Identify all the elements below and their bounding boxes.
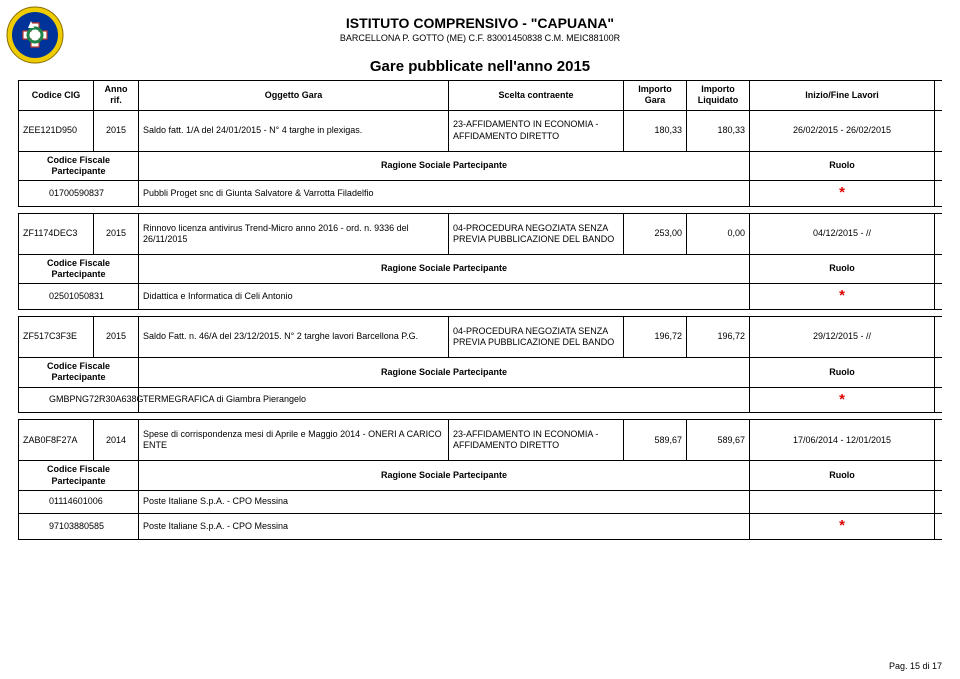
col-liquidato: Importo Liquidato [687, 81, 750, 110]
col-cf: Codice Fiscale Partecipante [19, 255, 139, 284]
cell-cig: ZF1174DEC3 [19, 214, 94, 254]
page-title: Gare pubblicate nell'anno 2015 [0, 58, 960, 75]
institution-title: ISTITUTO COMPRENSIVO - "CAPUANA" [0, 15, 960, 31]
col-ruolo: Ruolo [750, 152, 935, 181]
tender-row: ZF1174DEC32015Rinnovo licenza antivirus … [18, 213, 942, 254]
participant-row: 01114601006Poste Italiane S.p.A. - CPO M… [18, 490, 942, 513]
col-cig: Codice CIG [19, 81, 94, 110]
participant-header-row: Codice Fiscale PartecipanteRagione Socia… [18, 357, 942, 387]
tender-header-row: Codice CIGAnno rif.Oggetto GaraScelta co… [18, 80, 942, 110]
col-oggetto: Oggetto Gara [139, 81, 449, 110]
institution-subtitle: BARCELLONA P. GOTTO (ME) C.F. 8300145083… [0, 33, 960, 43]
cell-ragione: Didattica e Informatica di Celi Antonio [139, 284, 750, 309]
winner-star-icon: * [839, 184, 845, 203]
winner-star-icon: * [839, 287, 845, 306]
winner-star-icon: * [839, 517, 845, 536]
cell-cf: 97103880585 [19, 514, 139, 539]
cell-anno: 2015 [94, 214, 139, 254]
col-ragione: Ragione Sociale Partecipante [139, 152, 750, 181]
cell-importo: 180,33 [624, 111, 687, 151]
cell-oggetto: Saldo fatt. 1/A del 24/01/2015 - N° 4 ta… [139, 111, 449, 151]
cell-anno: 2014 [94, 420, 139, 460]
cell-liquidato: 0,00 [687, 214, 750, 254]
participant-row: 02501050831Didattica e Informatica di Ce… [18, 283, 942, 310]
cell-ragione: Poste Italiane S.p.A. - CPO Messina [139, 514, 750, 539]
cell-oggetto: Saldo Fatt. n. 46/A del 23/12/2015. N° 2… [139, 317, 449, 357]
participant-row: GMBPNG72R30A638GTERMEGRAFICA di Giambra … [18, 387, 942, 414]
cell-ruolo: * [750, 181, 935, 206]
col-ragione: Ragione Sociale Partecipante [139, 461, 750, 490]
col-ruolo: Ruolo [750, 255, 935, 284]
col-ragione: Ragione Sociale Partecipante [139, 255, 750, 284]
participant-row: 97103880585Poste Italiane S.p.A. - CPO M… [18, 513, 942, 540]
cell-cf: 01114601006 [19, 491, 139, 513]
cell-date: 04/12/2015 - // [750, 214, 935, 254]
cell-cf: 01700590837 [19, 181, 139, 206]
tender-row: ZAB0F8F27A2014Spese di corrispondenza me… [18, 419, 942, 460]
tenders-list: Codice CIGAnno rif.Oggetto GaraScelta co… [0, 80, 960, 540]
col-cf: Codice Fiscale Partecipante [19, 152, 139, 181]
participant-row: 01700590837Pubbli Proget snc di Giunta S… [18, 180, 942, 207]
participant-header-row: Codice Fiscale PartecipanteRagione Socia… [18, 254, 942, 284]
col-ruolo: Ruolo [750, 461, 935, 490]
cell-date: 26/02/2015 - 26/02/2015 [750, 111, 935, 151]
cell-liquidato: 589,67 [687, 420, 750, 460]
col-anno: Anno rif. [94, 81, 139, 110]
cell-oggetto: Spese di corrispondenza mesi di Aprile e… [139, 420, 449, 460]
col-cf: Codice Fiscale Partecipante [19, 358, 139, 387]
cell-cig: ZEE121D950 [19, 111, 94, 151]
cell-ragione: Pubbli Proget snc di Giunta Salvatore & … [139, 181, 750, 206]
cell-date: 29/12/2015 - // [750, 317, 935, 357]
cell-cf: GMBPNG72R30A638G [19, 388, 139, 413]
document-header: ISTITUTO COMPRENSIVO - "CAPUANA" BARCELL… [0, 0, 960, 43]
cell-cig: ZAB0F8F27A [19, 420, 94, 460]
cell-importo: 196,72 [624, 317, 687, 357]
col-ruolo: Ruolo [750, 358, 935, 387]
winner-star-icon: * [839, 391, 845, 410]
italian-republic-emblem-icon [5, 5, 65, 65]
cell-scelta: 23-AFFIDAMENTO IN ECONOMIA - AFFIDAMENTO… [449, 420, 624, 460]
page-footer: Pag. 15 di 17 [889, 661, 942, 671]
cell-ragione: TERMEGRAFICA di Giambra Pierangelo [139, 388, 750, 413]
col-scelta: Scelta contraente [449, 81, 624, 110]
cell-cig: ZF517C3F3E [19, 317, 94, 357]
participant-header-row: Codice Fiscale PartecipanteRagione Socia… [18, 460, 942, 490]
cell-oggetto: Rinnovo licenza antivirus Trend-Micro an… [139, 214, 449, 254]
col-importo: Importo Gara [624, 81, 687, 110]
cell-cf: 02501050831 [19, 284, 139, 309]
col-ragione: Ragione Sociale Partecipante [139, 358, 750, 387]
cell-ruolo: * [750, 514, 935, 539]
tender-group: ZF517C3F3E2015Saldo Fatt. n. 46/A del 23… [18, 316, 942, 413]
cell-ruolo: * [750, 284, 935, 309]
cell-scelta: 04-PROCEDURA NEGOZIATA SENZA PREVIA PUBB… [449, 317, 624, 357]
participant-header-row: Codice Fiscale PartecipanteRagione Socia… [18, 151, 942, 181]
cell-ruolo: * [750, 388, 935, 413]
tender-row: ZEE121D9502015Saldo fatt. 1/A del 24/01/… [18, 110, 942, 151]
cell-scelta: 23-AFFIDAMENTO IN ECONOMIA - AFFIDAMENTO… [449, 111, 624, 151]
col-date: Inizio/Fine Lavori [750, 81, 935, 110]
cell-liquidato: 196,72 [687, 317, 750, 357]
cell-ruolo [750, 491, 935, 513]
cell-importo: 253,00 [624, 214, 687, 254]
cell-scelta: 04-PROCEDURA NEGOZIATA SENZA PREVIA PUBB… [449, 214, 624, 254]
cell-anno: 2015 [94, 111, 139, 151]
cell-importo: 589,67 [624, 420, 687, 460]
tender-group: ZF1174DEC32015Rinnovo licenza antivirus … [18, 213, 942, 310]
tender-row: ZF517C3F3E2015Saldo Fatt. n. 46/A del 23… [18, 316, 942, 357]
cell-liquidato: 180,33 [687, 111, 750, 151]
cell-ragione: Poste Italiane S.p.A. - CPO Messina [139, 491, 750, 513]
cell-date: 17/06/2014 - 12/01/2015 [750, 420, 935, 460]
cell-anno: 2015 [94, 317, 139, 357]
tender-group: ZAB0F8F27A2014Spese di corrispondenza me… [18, 419, 942, 539]
col-cf: Codice Fiscale Partecipante [19, 461, 139, 490]
tender-group: Codice CIGAnno rif.Oggetto GaraScelta co… [18, 80, 942, 207]
